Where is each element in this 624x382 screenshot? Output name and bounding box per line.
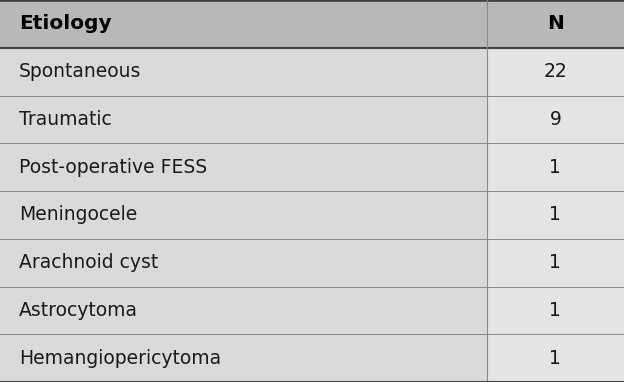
Bar [0,143,487,191]
Text: 1: 1 [549,253,562,272]
Bar [487,48,624,96]
Bar [487,96,624,143]
Text: Hemangiopericytoma: Hemangiopericytoma [19,349,221,367]
Text: Etiology: Etiology [19,15,111,33]
Text: Meningocele: Meningocele [19,206,137,224]
Bar [487,0,624,48]
Text: 1: 1 [549,301,562,320]
Text: Spontaneous: Spontaneous [19,62,141,81]
Text: Arachnoid cyst: Arachnoid cyst [19,253,158,272]
Text: 1: 1 [549,206,562,224]
Bar [0,286,487,334]
Text: Astrocytoma: Astrocytoma [19,301,138,320]
Bar [487,239,624,286]
Text: Post-operative FESS: Post-operative FESS [19,158,207,176]
Text: 1: 1 [549,349,562,367]
Bar [0,96,487,143]
Text: N: N [547,15,564,33]
Bar [0,239,487,286]
Bar [0,334,487,382]
Bar [0,0,624,48]
Bar [0,48,487,96]
Text: 22: 22 [544,62,567,81]
Bar [487,143,624,191]
Bar [487,334,624,382]
Text: 1: 1 [549,158,562,176]
Bar [0,191,487,239]
Bar [487,286,624,334]
Bar [487,191,624,239]
Text: Traumatic: Traumatic [19,110,112,129]
Text: 9: 9 [549,110,562,129]
